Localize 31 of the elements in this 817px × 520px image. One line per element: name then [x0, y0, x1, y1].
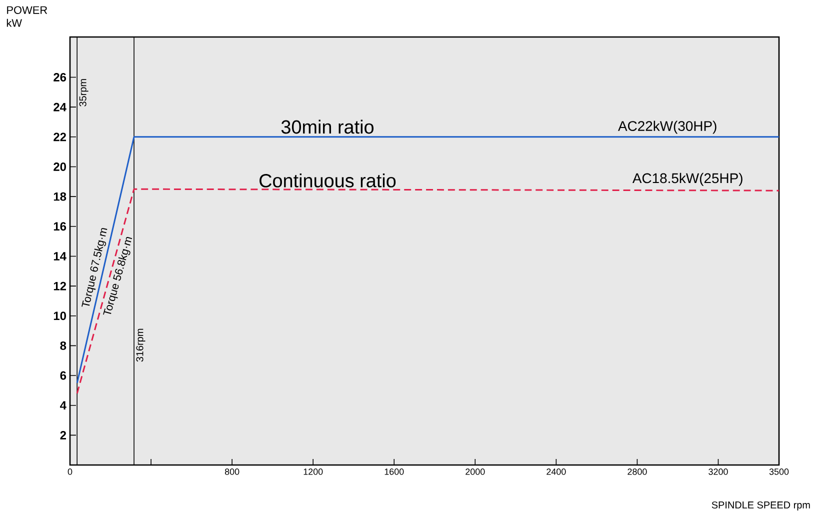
x-tick-label: 0 [68, 468, 72, 475]
x-tick-label: 2800 [628, 468, 647, 475]
y-tick-label: 26 [54, 73, 66, 82]
y-tick-label: 14 [54, 252, 66, 260]
x-tick-label: 3500 [769, 468, 789, 475]
y-tick-label: 10 [54, 312, 66, 320]
annotation: Torque 67.5kg·m [82, 228, 108, 307]
y-tick-label: 8 [60, 341, 66, 350]
ref-line-label: 35rpm [79, 79, 88, 106]
y-tick-label: 4 [60, 401, 66, 410]
y-axis-title: POWER kW [6, 6, 48, 27]
annotation: AC22kW(30HP) [618, 120, 716, 134]
ref-line-label: 316rpm [136, 328, 146, 362]
y-tick-label: 2 [60, 431, 66, 440]
y-tick-label: 16 [54, 222, 66, 231]
y-tick-label: 20 [54, 162, 66, 171]
x-tick-label: 2000 [466, 468, 485, 475]
y-tick-label: 24 [54, 102, 66, 112]
y-tick-label: 6 [60, 371, 66, 380]
series-label: 30min ratio [281, 120, 374, 134]
y-tick-label: 18 [54, 192, 66, 201]
x-tick-label: 800 [224, 468, 240, 475]
x-tick-label: 1200 [304, 468, 323, 475]
annotation: AC18.5kW(25HP) [632, 172, 742, 186]
x-tick-label: 3200 [708, 468, 728, 475]
x-axis-title: SPINDLE SPEED rpm [712, 501, 810, 510]
y-tick-label: 22 [54, 132, 66, 142]
x-tick-label: 2400 [546, 468, 566, 475]
series-label: Continuous ratio [260, 173, 396, 188]
y-tick-label: 12 [54, 282, 66, 290]
x-tick-label: 1600 [384, 468, 404, 475]
